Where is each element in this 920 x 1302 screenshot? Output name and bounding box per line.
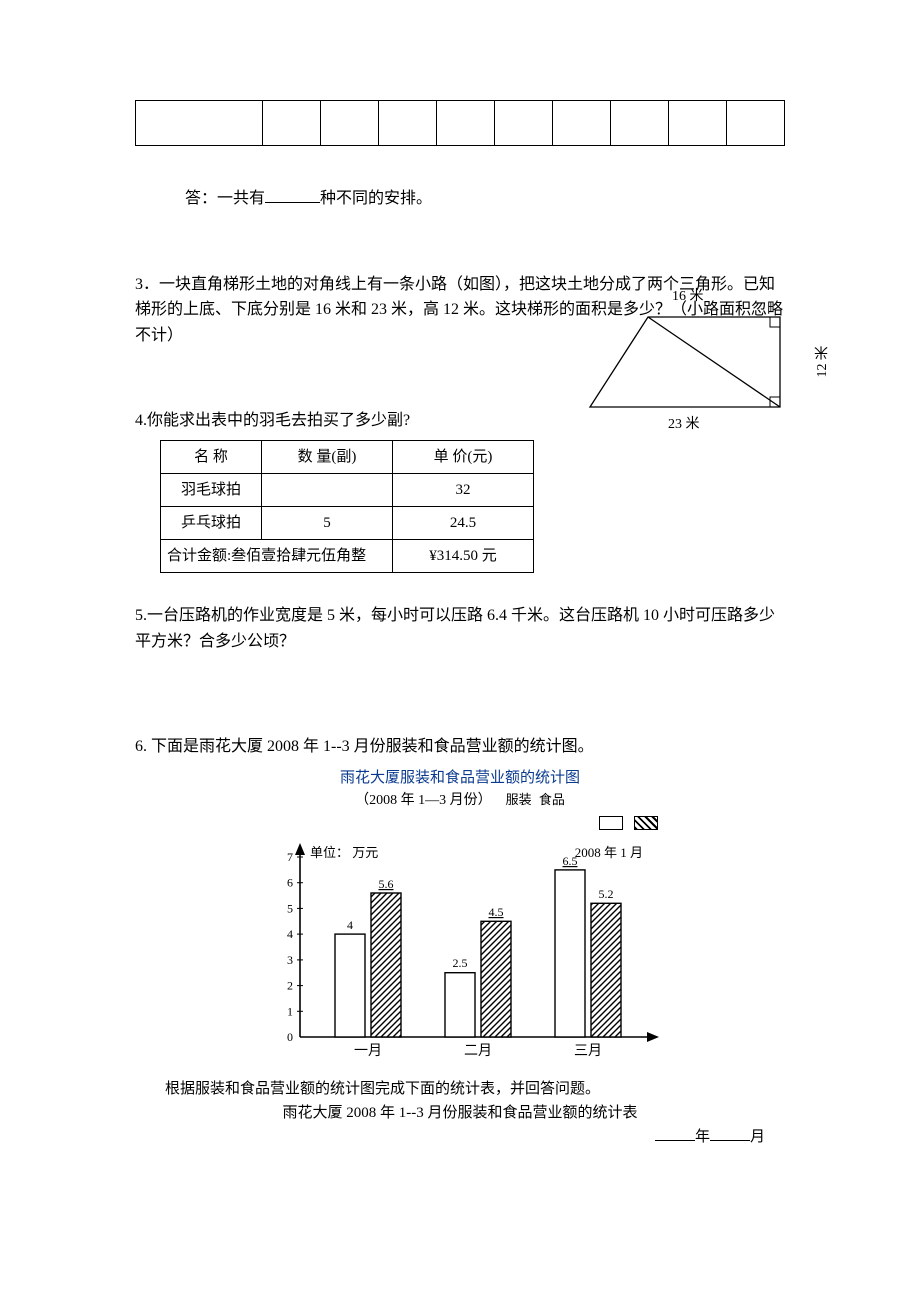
table-cell (494, 101, 552, 146)
answer-blank (265, 186, 320, 203)
year-blank (655, 1125, 695, 1141)
answer-line: 答：一共有 种不同的安排。 (135, 186, 785, 212)
trapezoid-right-label: 12 米 (812, 346, 834, 378)
table-cell (727, 101, 785, 146)
table-cell (136, 101, 263, 146)
year-label: 年 (695, 1129, 710, 1145)
cell-total-value: ¥314.50 元 (393, 539, 534, 572)
q6-caption1: 根据服装和食品营业额的统计图完成下面的统计表，并回答问题。 (135, 1077, 785, 1101)
svg-text:6: 6 (287, 876, 293, 890)
question-6: 6. 下面是雨花大厦 2008 年 1--3 月份服装和食品营业额的统计图。 雨… (135, 734, 785, 1149)
svg-text:4: 4 (347, 918, 353, 932)
month-blank (710, 1125, 750, 1141)
bar-chart-svg: 单位： 万元 2008 年 1 月 0 1 2 3 4 5 6 7 (245, 837, 675, 1077)
chart-unit-label-svg: 单位： 万元 (310, 845, 378, 860)
table-row: 羽毛球拍 32 (161, 473, 534, 506)
q6-caption2: 雨花大厦 2008 年 1--3 月份服装和食品营业额的统计表 (135, 1101, 785, 1125)
svg-text:1: 1 (287, 1004, 293, 1018)
trapezoid-bottom-label: 23 米 (668, 414, 700, 436)
svg-text:0: 0 (287, 1030, 293, 1044)
cell-total-label: 合计金额:叁佰壹拾肆元伍角整 (161, 539, 393, 572)
table-cell (436, 101, 494, 146)
svg-text:5.6: 5.6 (379, 877, 394, 891)
table-row: 乒乓球拍 5 24.5 (161, 506, 534, 539)
answer-suffix: 种不同的安排。 (320, 190, 432, 207)
table-cell (320, 101, 378, 146)
table-cell (378, 101, 436, 146)
trapezoid-top-label: 16 米 (672, 286, 704, 308)
th-name: 名 称 (161, 440, 262, 473)
question-5: 5.一台压路机的作业宽度是 5 米，每小时可以压路 6.4 千米。这台压路机 1… (135, 603, 785, 654)
legend-swatch-hatch (634, 816, 658, 830)
cell-name: 羽毛球拍 (161, 473, 262, 506)
table-row-total: 合计金额:叁佰壹拾肆元伍角整 ¥314.50 元 (161, 539, 534, 572)
svg-text:三月: 三月 (574, 1043, 602, 1059)
chart-subtitle: （2008 年 1—3 月份） (355, 793, 492, 808)
table-cell (262, 101, 320, 146)
question-3: 3．一块直角梯形土地的对角线上有一条小路（如图），把这块土地分成了两个三角形。已… (135, 272, 785, 349)
blank-answer-table (135, 100, 785, 146)
cell-qty: 5 (262, 506, 393, 539)
svg-text:一月: 一月 (354, 1043, 382, 1059)
legend-label-1: 服装 (506, 792, 532, 807)
svg-text:6.5: 6.5 (563, 854, 578, 868)
svg-text:5: 5 (287, 901, 293, 915)
legend-label-2: 食品 (539, 792, 565, 807)
svg-text:2: 2 (287, 979, 293, 993)
table-cell (552, 101, 610, 146)
svg-text:7: 7 (287, 850, 293, 864)
cell-price: 32 (393, 473, 534, 506)
purchase-table: 名 称 数 量(副) 单 价(元) 羽毛球拍 32 乒乓球拍 5 24.5 合计… (160, 440, 534, 573)
svg-text:4.5: 4.5 (489, 905, 504, 919)
svg-text:二月: 二月 (464, 1043, 492, 1059)
answer-prefix: 答：一共有 (185, 190, 265, 207)
month-label: 月 (750, 1129, 765, 1145)
svg-text:3: 3 (287, 953, 293, 967)
svg-text:5.2: 5.2 (599, 887, 614, 901)
table-cell (669, 101, 727, 146)
q6-caption3: 年月 (135, 1125, 785, 1149)
trapezoid-figure: 16 米 12 米 23 米 (580, 302, 840, 442)
cell-price: 24.5 (393, 506, 534, 539)
bar-chart: 雨花大厦服装和食品营业额的统计图 （2008 年 1—3 月份） 服装 食品 (135, 766, 785, 1149)
q6-intro: 6. 下面是雨花大厦 2008 年 1--3 月份服装和食品营业额的统计图。 (135, 734, 785, 760)
cell-qty (262, 473, 393, 506)
th-qty: 数 量(副) (262, 440, 393, 473)
q5-text: 5.一台压路机的作业宽度是 5 米，每小时可以压路 6.4 千米。这台压路机 1… (135, 607, 775, 650)
cell-name: 乒乓球拍 (161, 506, 262, 539)
th-price: 单 价(元) (393, 440, 534, 473)
table-cell (611, 101, 669, 146)
legend-swatch-plain (599, 816, 623, 830)
chart-date-label-svg: 2008 年 1 月 (575, 845, 643, 860)
chart-title: 雨花大厦服装和食品营业额的统计图 (135, 766, 785, 790)
svg-text:2.5: 2.5 (453, 956, 468, 970)
svg-text:4: 4 (287, 927, 293, 941)
